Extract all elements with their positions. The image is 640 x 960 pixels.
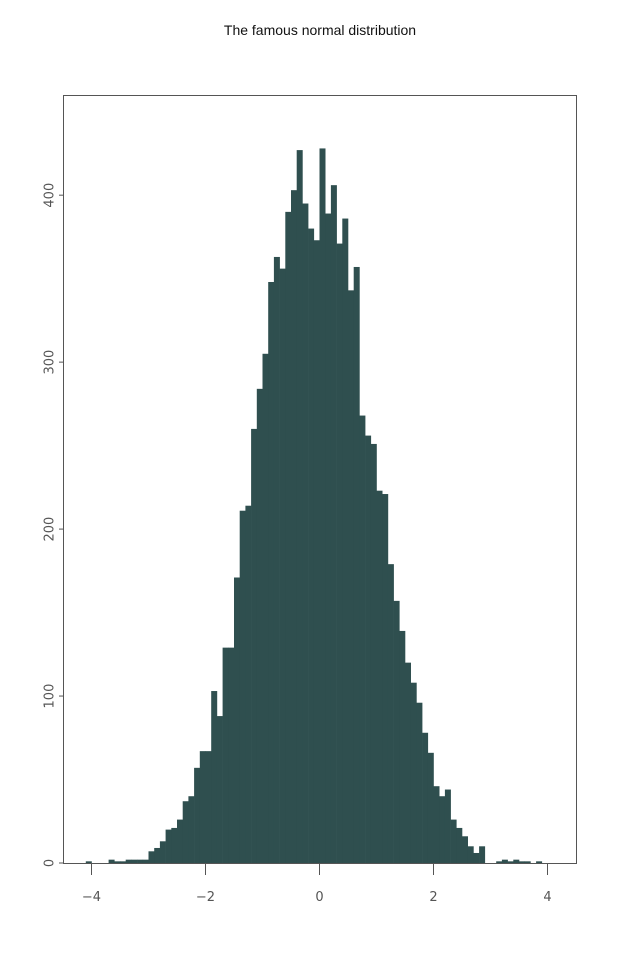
histogram-bar [285, 211, 292, 863]
x-tick-label: −2 [196, 890, 215, 905]
histogram-bar [393, 600, 400, 863]
histogram-bar [296, 150, 303, 864]
histogram-bar [148, 851, 155, 863]
histogram-bar [188, 796, 195, 863]
histogram-bar [222, 647, 229, 863]
x-tick-label: −4 [82, 890, 101, 905]
histogram-bar [370, 443, 377, 863]
histogram-bar [313, 240, 320, 863]
histogram-bar [359, 415, 366, 863]
histogram-bar [450, 819, 457, 863]
histogram-bar [239, 510, 246, 863]
histogram-bar [114, 861, 121, 863]
histogram-bar [405, 662, 411, 863]
histogram-bar [182, 801, 189, 863]
histogram-bar [353, 266, 360, 864]
histogram-bar [108, 859, 115, 863]
histogram-bar [524, 861, 531, 863]
histogram-bar [473, 852, 480, 863]
histogram-bar [125, 859, 132, 863]
histogram-bar [444, 789, 451, 863]
histogram-bar [387, 564, 394, 863]
histogram-bar [399, 630, 406, 863]
histogram-bar [422, 732, 429, 863]
histogram-bar [268, 281, 275, 863]
histogram-bar [194, 767, 201, 863]
histogram-bar [336, 243, 343, 864]
x-axis: −4 −2 0 2 4 [82, 863, 552, 905]
histogram-bar [279, 268, 286, 863]
histogram-bar [427, 752, 434, 863]
histogram-bar [262, 353, 269, 863]
histogram-bar [536, 861, 543, 863]
histogram-bar [256, 388, 263, 863]
histogram-bar [433, 786, 440, 863]
histogram-bars [85, 148, 543, 864]
histogram-bar [342, 218, 349, 864]
y-axis: 0 100 200 300 400 [43, 183, 63, 867]
histogram-bar [142, 859, 149, 863]
histogram-bar [228, 647, 235, 863]
histogram-bar [439, 796, 446, 863]
histogram-bar [519, 861, 525, 863]
histogram-bar [382, 494, 389, 863]
histogram-bar [330, 185, 337, 863]
histogram-bar [456, 827, 463, 863]
histogram-bar [496, 861, 503, 863]
histogram-bar [410, 682, 417, 863]
histogram-bar [154, 847, 161, 863]
y-tick-label: 400 [43, 183, 58, 208]
histogram-bar [234, 577, 240, 863]
histogram-bar [462, 836, 468, 863]
histogram-bar [291, 190, 297, 864]
chart-title: The famous normal distribution [223, 22, 417, 38]
histogram-bar [416, 702, 423, 863]
histogram-bar [302, 203, 309, 863]
histogram-bar [85, 861, 92, 863]
y-tick-label: 0 [43, 859, 58, 867]
histogram-bar [205, 751, 212, 863]
histogram-bar [245, 505, 252, 863]
histogram-bar [479, 846, 486, 863]
histogram-bar [120, 861, 126, 863]
histogram-bar [211, 691, 218, 863]
histogram-bar [131, 859, 138, 863]
x-tick-label: 0 [315, 890, 323, 905]
histogram-bar [348, 290, 354, 864]
y-tick-label: 200 [43, 517, 58, 542]
x-tick-label: 2 [429, 890, 437, 905]
histogram-bar [171, 827, 178, 863]
histogram-bar [159, 841, 166, 863]
histogram-bar [325, 213, 332, 864]
histogram-bar [319, 148, 326, 863]
histogram-bar [137, 859, 144, 863]
x-tick-label: 4 [543, 890, 551, 905]
histogram-bar [273, 256, 280, 863]
histogram-bar [216, 716, 223, 863]
y-tick-label: 300 [43, 350, 58, 375]
histogram-bar [251, 428, 258, 863]
y-tick-label: 100 [43, 684, 58, 709]
histogram-bar [501, 859, 508, 863]
histogram-bar [376, 490, 383, 863]
histogram-bar [507, 861, 514, 863]
histogram-bar [513, 859, 520, 863]
histogram-bar [199, 751, 206, 863]
histogram-bar [365, 435, 372, 863]
histogram-bar [467, 846, 474, 863]
histogram-bar [177, 819, 183, 863]
histogram-bar [308, 228, 315, 863]
histogram-bar [165, 829, 172, 863]
